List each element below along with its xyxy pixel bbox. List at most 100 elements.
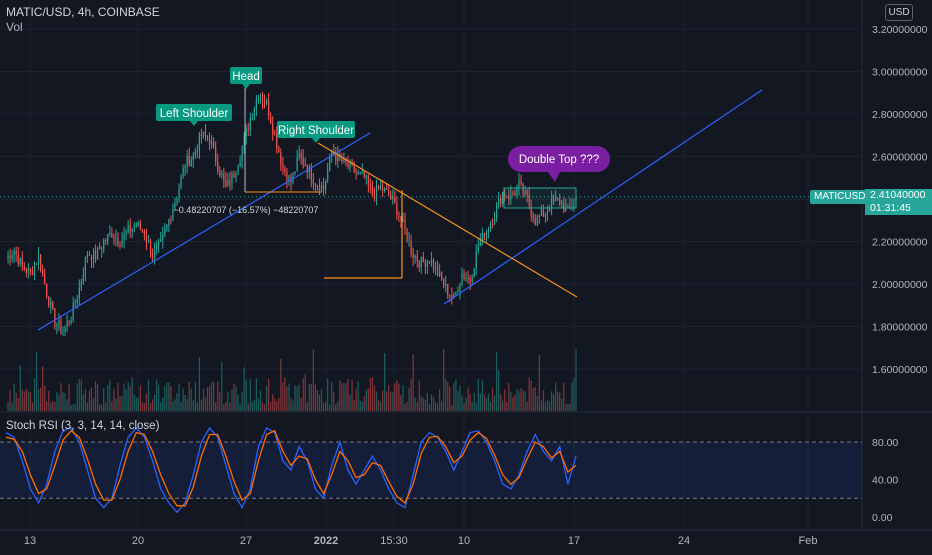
annotation-double-top: Double Top ???	[508, 146, 610, 182]
candle-body	[233, 173, 235, 178]
volume-bar	[141, 402, 144, 411]
volume-bar	[449, 386, 451, 411]
volume-bar	[540, 400, 543, 411]
candle-body	[54, 308, 56, 328]
x-tick-label: 15:30	[380, 535, 408, 547]
candle-body	[172, 209, 174, 220]
volume-bar	[530, 380, 532, 411]
candle-body	[129, 225, 131, 232]
volume-bar	[544, 401, 547, 411]
volume-bar	[9, 390, 11, 411]
volume-bar	[204, 396, 207, 411]
volume-bar	[245, 379, 247, 411]
volume-bar	[398, 383, 400, 411]
candle-body	[465, 277, 467, 279]
volume-bar	[308, 383, 310, 411]
candle-body	[300, 153, 302, 158]
volume-bar	[213, 381, 215, 411]
volume-bar	[379, 401, 382, 411]
candle-body	[369, 184, 372, 187]
volume-bar	[443, 348, 445, 411]
x-tick-label: 13	[24, 535, 36, 547]
candle-body	[306, 166, 308, 173]
annotation-head: Head	[230, 67, 262, 89]
candle-body	[571, 206, 573, 208]
volume-bar	[495, 352, 498, 411]
candle-body	[131, 228, 133, 232]
volume-bar	[86, 402, 89, 411]
candle-body	[182, 167, 184, 177]
volume-bar	[355, 388, 357, 411]
candle-body	[99, 247, 101, 250]
candle-body	[500, 198, 502, 204]
rsi-y-tick-label: 80.00	[872, 437, 898, 449]
volume-bar	[534, 386, 536, 411]
y-tick-label: 3.20000000	[872, 24, 928, 36]
volume-bar	[265, 385, 268, 411]
volume-bar	[192, 400, 194, 411]
candle-body	[526, 190, 528, 196]
volume-bar	[432, 396, 435, 411]
volume-bar	[60, 383, 62, 411]
volume-bar	[520, 388, 522, 411]
candle-body	[251, 117, 253, 119]
volume-bar	[62, 392, 64, 411]
volume-bar	[96, 384, 99, 411]
candle-body	[479, 241, 481, 247]
volume-bar	[418, 380, 420, 411]
candle-body	[534, 218, 536, 225]
volume-bar	[573, 378, 575, 411]
candle-body	[137, 222, 139, 226]
bubble-text: Double Top ???	[519, 154, 599, 166]
volume-bar	[35, 351, 38, 411]
candle-body	[164, 229, 166, 235]
volume-bar	[282, 382, 284, 411]
volume-bar	[58, 394, 60, 411]
volume-bar	[253, 399, 255, 411]
candle-body	[471, 277, 473, 282]
volume-bar	[436, 403, 439, 411]
volume-bar	[451, 404, 453, 411]
volume-bar	[184, 395, 186, 411]
candle-body	[263, 101, 266, 104]
currency-button[interactable]: USD	[885, 4, 913, 21]
volume-bar	[500, 394, 502, 411]
volume-bar	[84, 388, 87, 411]
volume-bar	[461, 395, 463, 411]
x-tick-label: 17	[568, 535, 580, 547]
candle-body	[546, 210, 549, 214]
candle-body	[127, 225, 129, 232]
annotation-right-shoulder: Right Shoulder	[277, 121, 355, 143]
candle-body	[508, 196, 510, 200]
candle-body	[17, 254, 19, 264]
volume-bar	[290, 398, 292, 411]
volume-bar	[259, 390, 262, 411]
volume-bar	[168, 382, 170, 411]
y-tick-label: 2.20000000	[872, 237, 928, 249]
volume-bar	[11, 402, 13, 411]
volume-bar	[561, 398, 563, 411]
candle-body	[461, 273, 463, 285]
candle-body	[565, 206, 567, 212]
volume-bar	[19, 365, 21, 411]
volume-bar	[94, 381, 97, 411]
candle-body	[178, 188, 180, 199]
volume-bar	[221, 361, 223, 411]
bubble-pointer	[548, 172, 560, 182]
volume-bar	[498, 370, 500, 411]
candle-body	[13, 250, 15, 256]
drawings: Head Left Shoulder Right Shoulder Double To…	[37, 67, 763, 331]
volume-bar	[416, 401, 418, 411]
candle-body	[520, 181, 522, 184]
volume-bar	[139, 385, 141, 411]
volume-bar	[239, 404, 241, 411]
candle-body	[538, 215, 540, 217]
volume-bars	[7, 348, 577, 411]
volume-bar	[278, 397, 280, 411]
candle-body	[371, 186, 374, 196]
volume-bar	[479, 393, 481, 411]
candle-body	[229, 179, 231, 185]
candle-body	[552, 197, 555, 202]
